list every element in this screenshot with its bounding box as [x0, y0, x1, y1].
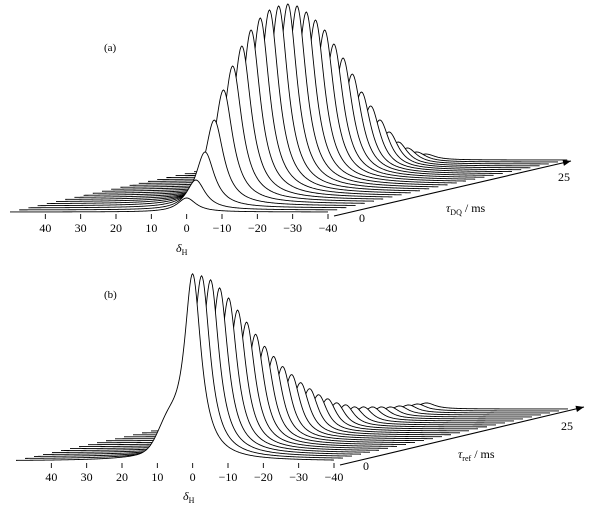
spectrum-fill: [10, 198, 328, 212]
x-tick-label: 0: [190, 470, 196, 484]
x-tick-label: −30: [283, 221, 302, 235]
x-tick-label: −20: [248, 221, 267, 235]
x-tick-label: 20: [116, 470, 128, 484]
x-tick-label: 10: [145, 221, 157, 235]
x-tick-label: 20: [110, 221, 122, 235]
depth-axis-arrowhead: [575, 405, 584, 412]
depth-axis-arrowhead: [562, 159, 571, 166]
x-tick-label: −20: [254, 470, 273, 484]
depth-axis-line: [339, 406, 585, 466]
x-tick-label: 30: [75, 221, 87, 235]
depth-tick-label: 25: [561, 419, 573, 433]
depth-tick-label: 0: [359, 211, 365, 225]
x-axis-title: δH: [176, 241, 188, 257]
spectrum-trace: [10, 197, 328, 213]
x-tick-label: 10: [151, 470, 163, 484]
panel-label: (a): [104, 42, 117, 54]
x-tick-label: −40: [319, 221, 338, 235]
x-tick-label: −10: [219, 470, 238, 484]
depth-tick-label: 25: [558, 170, 570, 184]
depth-axis-title: τDQ / ms: [446, 201, 486, 217]
x-tick-label: −10: [213, 221, 232, 235]
depth-axis-line: [333, 160, 572, 217]
x-tick-label: 40: [45, 470, 57, 484]
spectrum-trace: [15, 272, 335, 461]
panel-a: 40 30 20 10 0 −10 −20 −30 −40 δH 0 25 τDQ / ms (a): [10, 3, 572, 257]
depth-axis-title: τref / ms: [458, 447, 495, 463]
x-tick-label: 0: [184, 221, 190, 235]
panel-label: (b): [104, 289, 117, 301]
depth-tick-label: 0: [363, 459, 369, 473]
x-tick-label: −30: [289, 470, 308, 484]
x-axis-title: δH: [183, 489, 195, 505]
x-tick-label: 40: [39, 221, 51, 235]
x-tick-label: 30: [81, 470, 93, 484]
panel-b: 40 30 20 10 0 −10 −20 −30 −40 δH 0 25 τref / ms (b): [15, 272, 585, 505]
spectrum-fill: [16, 273, 334, 461]
x-tick-label: −40: [325, 470, 344, 484]
spectrum-trace: [19, 179, 338, 211]
